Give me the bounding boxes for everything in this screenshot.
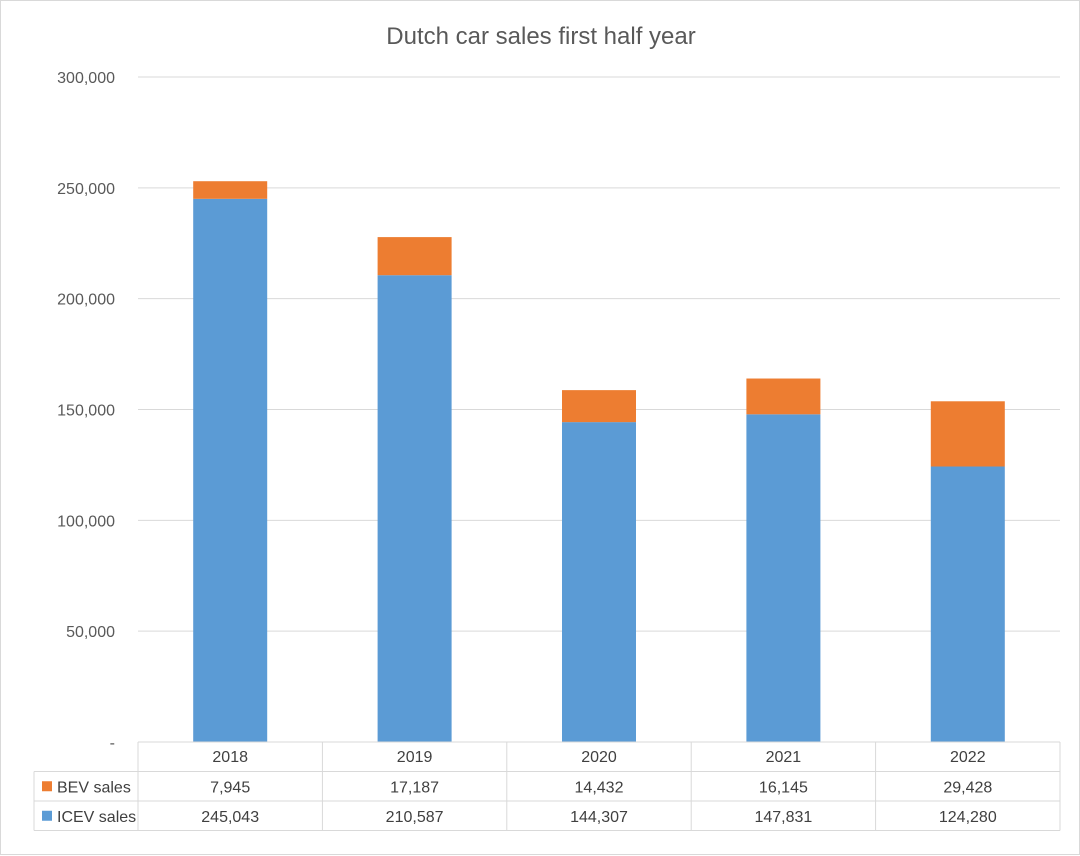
data-label: 16,145 <box>759 779 808 796</box>
data-label: 7,945 <box>210 779 250 796</box>
bar-segment <box>930 401 1005 467</box>
x-category-label: 2020 <box>581 749 617 766</box>
data-label: 17,187 <box>390 779 439 796</box>
legend-label: BEV sales <box>57 779 131 796</box>
bar-segment <box>562 390 636 423</box>
x-category-label: 2022 <box>950 749 986 766</box>
data-label: 29,428 <box>943 779 992 796</box>
y-axis-ticks: - 50,000 100,000 150,000 200,000 250,000 300,0… <box>57 70 115 752</box>
y-tick-label: 200,000 <box>57 292 115 309</box>
chart-title: Dutch car sales first half year <box>386 23 695 50</box>
y-tick-label: - <box>110 735 115 752</box>
x-category-label: 2019 <box>397 749 433 766</box>
bar-segment <box>746 414 821 742</box>
data-label: 147,831 <box>754 809 812 826</box>
legend-key <box>42 781 52 792</box>
data-label: 210,587 <box>386 809 444 826</box>
y-tick-label: 300,000 <box>57 70 115 87</box>
bar-segment <box>930 466 1005 742</box>
y-tick-label: 250,000 <box>57 181 115 198</box>
y-tick-label: 50,000 <box>66 624 115 641</box>
bar-segment <box>193 181 268 199</box>
legend-key <box>42 810 52 821</box>
data-label: 124,280 <box>939 809 997 826</box>
data-label: 245,043 <box>201 809 259 826</box>
bar-segment <box>193 198 268 742</box>
bar-segment <box>562 422 636 742</box>
bar-segment <box>746 378 821 415</box>
data-label: 144,307 <box>570 809 628 826</box>
x-category-label: 2021 <box>766 749 802 766</box>
data-label: 14,432 <box>575 779 624 796</box>
data-table: 2018 2019 2020 2021 2022 BEV sales 7,945 17,187… <box>33 741 1061 831</box>
x-category-label: 2018 <box>212 749 248 766</box>
bar-segment <box>377 237 452 276</box>
legend-label: ICEV sales <box>57 809 136 826</box>
y-tick-label: 100,000 <box>57 513 115 530</box>
y-tick-label: 150,000 <box>57 403 115 420</box>
bars <box>193 181 1005 742</box>
bar-segment <box>377 275 452 742</box>
